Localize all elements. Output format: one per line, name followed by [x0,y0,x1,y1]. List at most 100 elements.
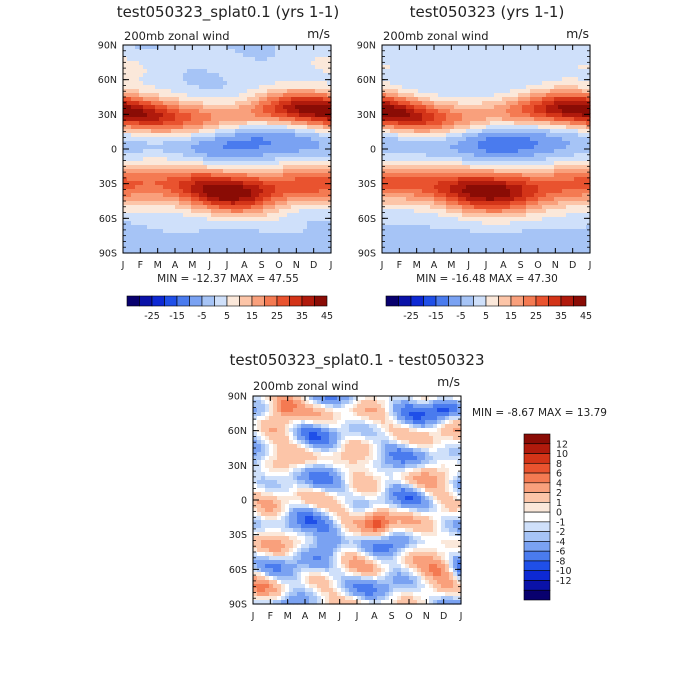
contour-cell [466,77,471,82]
contour-cell [171,173,176,178]
contour-cell [490,85,495,90]
contour-cell [163,121,168,126]
contour-cell [494,53,499,58]
contour-cell [494,65,499,70]
contour-cell [502,181,507,186]
contour-cell [139,245,144,250]
contour-cell [191,101,196,106]
contour-cell [514,169,519,174]
contour-cell [231,161,236,166]
contour-cell [410,105,415,110]
contour-cell [195,201,200,206]
contour-cell [319,145,324,150]
panel-2-subtitle-left: 200mb zonal wind [383,29,489,43]
contour-cell [323,193,328,198]
contour-cell [558,169,563,174]
contour-cell [203,217,208,222]
contour-cell [251,249,256,254]
contour-cell [406,189,411,194]
contour-cell [175,117,180,122]
contour-cell [422,81,427,86]
contour-cell [291,61,296,66]
contour-cell [450,181,455,186]
contour-cell [263,201,268,206]
contour-cell [287,105,292,110]
contour-cell [514,125,519,130]
contour-cell [275,53,280,58]
contour-cell [506,45,511,50]
contour-cell [478,101,483,106]
contour-cell [263,89,268,94]
contour-cell [247,113,252,118]
contour-cell [299,177,304,182]
contour-cell [287,61,292,66]
contour-cell [243,245,248,250]
contour-cell [219,89,224,94]
contour-cell [454,105,459,110]
contour-cell [295,189,300,194]
contour-cell [279,221,284,226]
panel-1-title: test050323_splat0.1 (yrs 1-1) [117,3,340,22]
contour-cell [323,141,328,146]
contour-cell [506,65,511,70]
contour-cell [327,213,332,218]
contour-cell [127,193,132,198]
contour-cell [518,121,523,126]
contour-cell [398,185,403,190]
contour-cell [406,97,411,102]
contour-cell [546,93,551,98]
contour-cell [287,161,292,166]
contour-cell [215,65,220,70]
contour-cell [263,129,268,134]
contour-cell [315,241,320,246]
contour-cell [538,181,543,186]
contour-cell [139,45,144,50]
contour-cell [215,153,220,158]
contour-cell [327,113,332,118]
contour-cell [446,141,451,146]
contour-cell [311,109,316,114]
contour-cell [287,225,292,230]
contour-cell [251,237,256,242]
contour-cell [143,65,148,70]
contour-cell [219,197,224,202]
contour-cell [127,49,132,54]
contour-cell [267,49,272,54]
contour-cell [506,77,511,82]
contour-cell [199,121,204,126]
contour-cell [390,173,395,178]
contour-cell [199,85,204,90]
contour-cell [506,85,511,90]
contour-cell [319,77,324,82]
contour-cell [566,185,571,190]
contour-cell [482,189,487,194]
contour-cell [295,177,300,182]
contour-cell [323,173,328,178]
contour-cell [255,125,260,130]
contour-cell [570,69,575,74]
contour-cell [235,97,240,102]
contour-cell [267,193,272,198]
contour-cell [239,81,244,86]
contour-cell [450,165,455,170]
contour-cell [570,197,575,202]
contour-cell [151,249,156,254]
contour-cell [159,237,164,242]
contour-cell [518,77,523,82]
contour-cell [414,177,419,182]
contour-cell [263,133,268,138]
contour-cell [127,129,132,134]
contour-cell [195,105,200,110]
contour-cell [323,249,328,254]
contour-cell [534,193,539,198]
contour-cell [279,209,284,214]
contour-cell [474,81,479,86]
contour-cell [582,125,587,130]
contour-cell [135,133,140,138]
contour-cell [159,81,164,86]
contour-cell [410,113,415,118]
contour-cell [474,197,479,202]
contour-cell [498,61,503,66]
contour-cell [394,57,399,62]
contour-cell [215,113,220,118]
